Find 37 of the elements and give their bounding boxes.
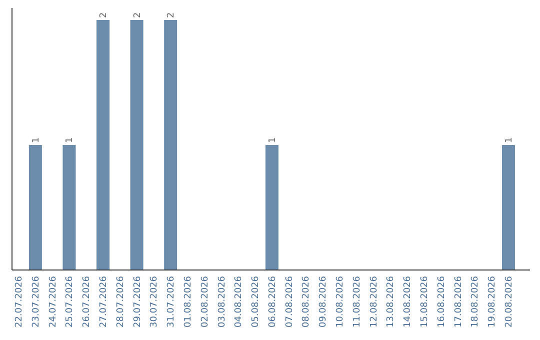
data-label: 1 — [65, 137, 76, 143]
x-tick-label: 19.08.2026 — [488, 276, 498, 328]
data-label: 1 — [31, 137, 42, 143]
x-tick-label: 18.08.2026 — [470, 276, 481, 328]
x-tick-label: 10.08.2026 — [336, 276, 346, 328]
x-tick-label: 08.08.2026 — [302, 276, 312, 328]
x-tick-label: 16.08.2026 — [436, 276, 447, 328]
x-tick-label: 11.08.2026 — [352, 276, 362, 328]
x-tick-label: 27.07.2026 — [99, 276, 110, 328]
x-tick-label: 28.07.2026 — [116, 276, 126, 328]
data-label: 2 — [132, 12, 143, 18]
x-tick-label: 09.08.2026 — [318, 276, 329, 328]
x-tick-label: 17.08.2026 — [454, 276, 464, 328]
x-tick-label: 23.07.2026 — [31, 276, 42, 328]
data-label: 1 — [504, 137, 514, 143]
data-label: 2 — [166, 12, 177, 18]
x-tick-label: 25.07.2026 — [65, 276, 76, 328]
x-tick-label: 24.07.2026 — [48, 276, 58, 328]
x-tick-label: 29.07.2026 — [132, 276, 143, 328]
x-tick-label: 30.07.2026 — [150, 276, 160, 328]
x-tick-label: 06.08.2026 — [268, 276, 278, 328]
x-tick-label: 22.07.2026 — [14, 276, 25, 328]
x-tick-label: 26.07.2026 — [82, 276, 92, 328]
x-tick-label: 05.08.2026 — [251, 276, 262, 328]
data-label: 1 — [268, 137, 278, 143]
x-tick-label: 04.08.2026 — [234, 276, 244, 328]
x-tick-label: 03.08.2026 — [217, 276, 228, 328]
x-tick-label: 12.08.2026 — [369, 276, 380, 328]
x-tick-label: 20.08.2026 — [504, 276, 514, 328]
x-tick-label: 14.08.2026 — [403, 276, 414, 328]
data-label: 2 — [99, 12, 110, 18]
x-tick-label: 01.08.2026 — [183, 276, 194, 328]
x-tick-label: 07.08.2026 — [284, 276, 295, 328]
x-tick-label: 13.08.2026 — [386, 276, 396, 328]
x-tick-label: 15.08.2026 — [420, 276, 430, 328]
x-tick-label: 02.08.2026 — [200, 276, 210, 328]
x-tick-label: 31.07.2026 — [166, 276, 177, 328]
